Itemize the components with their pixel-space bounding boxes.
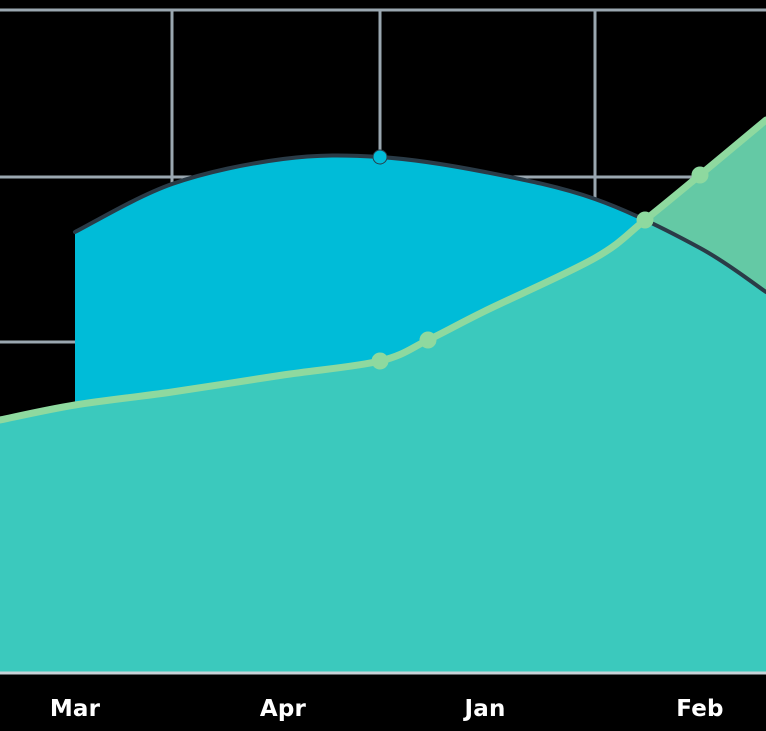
series-b-markers[interactable] xyxy=(371,166,709,370)
x-tick-label-1: Apr xyxy=(259,696,307,722)
data-point-marker[interactable] xyxy=(636,211,654,229)
x-tick-label-0: Mar xyxy=(49,696,101,722)
series-b-area xyxy=(0,120,766,673)
x-tick-label-2: Jan xyxy=(464,696,506,722)
data-point-marker[interactable] xyxy=(372,149,388,165)
data-point-marker[interactable] xyxy=(691,166,709,184)
x-tick-label-3: Feb xyxy=(676,696,724,722)
series-a-markers[interactable] xyxy=(372,149,388,165)
series-a-line xyxy=(73,153,766,294)
data-point-marker[interactable] xyxy=(419,331,437,349)
series-layer xyxy=(0,116,766,673)
data-point-marker[interactable] xyxy=(371,352,389,370)
